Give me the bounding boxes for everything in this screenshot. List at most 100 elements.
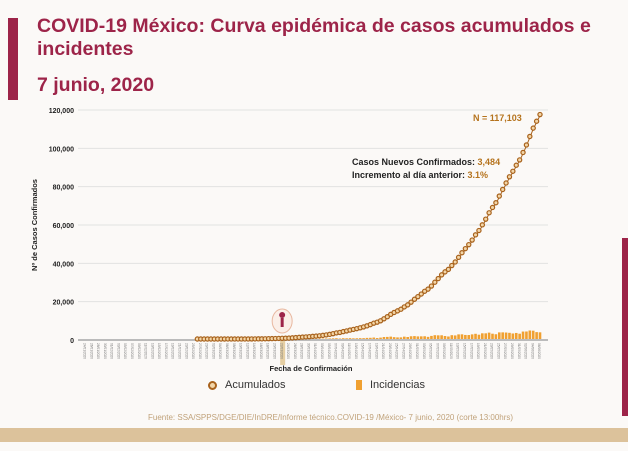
x-tick-label: 17/02/2020 xyxy=(164,343,168,359)
incidence-bar xyxy=(416,336,420,339)
incidence-bar xyxy=(436,335,440,339)
accumulated-point xyxy=(506,174,513,180)
incidence-bar xyxy=(511,333,515,339)
x-tick-label: 09/04/2020 xyxy=(340,343,344,359)
incidence-bar xyxy=(355,338,359,339)
incidence-bar xyxy=(409,336,413,339)
x-tick-label: 13/04/2020 xyxy=(354,343,358,359)
accumulated-point xyxy=(483,216,489,222)
accumulated-point xyxy=(435,275,441,282)
x-tick-label: 13/02/2020 xyxy=(150,343,154,359)
x-tick-label: 23/02/2020 xyxy=(184,343,188,359)
incidence-bar xyxy=(450,335,454,339)
accumulated-point xyxy=(418,291,424,297)
accumulated-point xyxy=(533,118,540,124)
incidence-bar xyxy=(419,336,423,339)
accumulated-point xyxy=(455,254,462,261)
accumulated-point xyxy=(415,293,421,300)
x-tick-label: 02/06/2020 xyxy=(524,343,528,359)
incidence-bar xyxy=(535,332,538,339)
x-tick-label: 01/04/2020 xyxy=(313,343,317,359)
x-tick-label: 09/05/2020 xyxy=(442,343,446,359)
incidence-bar xyxy=(487,332,491,339)
accumulated-point xyxy=(516,157,523,163)
x-tick-label: 03/04/2020 xyxy=(320,343,324,359)
x-tick-label: 08/03/2020 xyxy=(232,343,236,359)
accumulated-point xyxy=(425,286,431,292)
x-tick-label: 17/04/2020 xyxy=(367,343,371,359)
x-tick-label: 23/04/2020 xyxy=(388,343,392,359)
susana-distancia-icon-body xyxy=(280,318,284,327)
x-tick-label: 06/03/2020 xyxy=(225,343,229,359)
x-tick-label: 19/05/2020 xyxy=(476,343,480,359)
incidence-bar xyxy=(379,337,382,339)
accumulated-point xyxy=(527,133,533,140)
total-label: N = 117,103 xyxy=(473,113,522,123)
x-tick-label: 09/02/2020 xyxy=(137,343,141,359)
x-tick-label: 27/05/2020 xyxy=(503,343,507,359)
incidence-bar xyxy=(514,332,518,339)
accumulated-point xyxy=(489,204,496,211)
x-tick-label: 25/05/2020 xyxy=(496,343,500,359)
y-tick-label: 120,000 xyxy=(49,108,74,115)
new-cases-value: 3,484 xyxy=(477,157,501,167)
incidence-bar xyxy=(430,335,433,339)
accumulated-line xyxy=(197,115,541,341)
x-tick-label: 17/05/2020 xyxy=(469,343,473,359)
incidence-bar xyxy=(399,337,403,339)
bar-swatch-icon xyxy=(356,380,362,390)
accumulated-point xyxy=(462,245,469,252)
x-tick-label: 14/03/2020 xyxy=(252,343,256,359)
incidence-bar xyxy=(389,336,393,339)
accumulated-point xyxy=(452,259,458,265)
y-tick-label: 0 xyxy=(70,338,74,345)
incidence-bar xyxy=(413,336,416,339)
incidence-bar xyxy=(518,333,521,339)
incidence-bar xyxy=(345,338,348,339)
incidence-bar xyxy=(470,334,474,339)
x-tick-label: 24/03/2020 xyxy=(286,343,290,359)
new-cases-label: Casos Nuevos Confirmados: xyxy=(352,157,476,167)
highlight-date-band xyxy=(280,341,286,365)
accumulated-point xyxy=(503,180,509,186)
accumulated-point xyxy=(530,125,536,131)
x-tick-label: 21/02/2020 xyxy=(177,343,181,359)
incidence-bar xyxy=(392,337,396,339)
x-tick-label: 05/04/2020 xyxy=(327,343,331,359)
accumulated-point xyxy=(493,200,499,206)
incidence-bar xyxy=(481,333,484,339)
x-tick-label: 25/02/2020 xyxy=(191,343,195,359)
x-tick-label: 28/03/2020 xyxy=(300,343,304,359)
accumulated-point xyxy=(499,186,506,193)
incidence-bar xyxy=(369,337,372,339)
accumulated-point xyxy=(513,162,519,168)
x-tick-label: 05/02/2020 xyxy=(123,343,127,359)
x-tick-label: 18/03/2020 xyxy=(266,343,270,359)
accumulated-point xyxy=(404,302,411,308)
x-tick-label: 04/06/2020 xyxy=(530,343,534,359)
incidence-bar xyxy=(467,335,471,339)
accumulated-point xyxy=(479,222,486,228)
incidence-bar xyxy=(375,338,379,339)
incidence-bar xyxy=(341,338,345,339)
accumulated-point xyxy=(466,241,472,248)
x-tick-label: 07/04/2020 xyxy=(334,343,338,359)
x-tick-label: 10/03/2020 xyxy=(239,343,243,359)
x-tick-label: 19/02/2020 xyxy=(171,343,175,359)
incidence-bar xyxy=(464,334,467,339)
legend-label: Acumulados xyxy=(225,379,286,391)
accumulated-point xyxy=(432,279,438,285)
x-tick-label: 27/04/2020 xyxy=(401,343,405,359)
x-tick-label: 11/05/2020 xyxy=(449,343,453,359)
incidence-bar xyxy=(358,338,362,339)
accumulated-point xyxy=(523,142,530,148)
incidence-bar xyxy=(484,333,488,339)
x-tick-label: 12/03/2020 xyxy=(245,343,249,359)
circle-marker-icon xyxy=(208,380,217,390)
incidence-bar xyxy=(386,336,389,339)
source-note: Fuente: SSA/SPPS/DGE/DIE/InDRE/Informe t… xyxy=(148,413,514,422)
x-tick-label: 28/01/2020 xyxy=(96,343,100,359)
accumulated-point xyxy=(520,149,526,156)
incidence-bar xyxy=(362,338,365,339)
